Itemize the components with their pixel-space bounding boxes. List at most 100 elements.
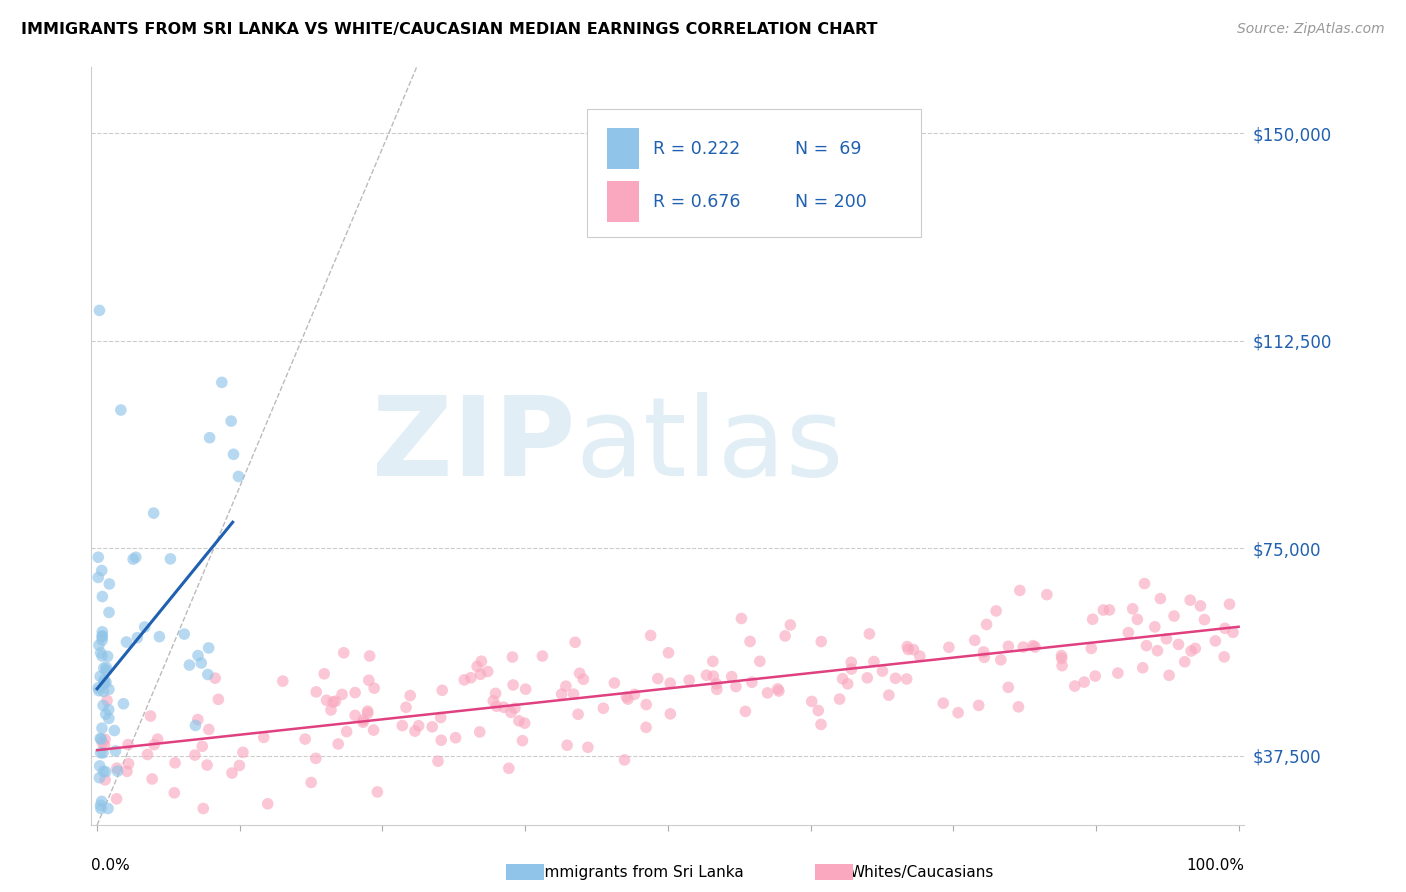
Point	[89, 798, 111, 813]
Point	[990, 653, 1012, 667]
Text: N =  69: N = 69	[794, 140, 860, 158]
Point	[256, 797, 278, 811]
Point	[613, 753, 636, 767]
Point	[1143, 620, 1166, 634]
Point	[89, 669, 111, 683]
Point	[97, 682, 120, 697]
Point	[858, 627, 880, 641]
Point	[344, 708, 367, 723]
Point	[91, 648, 114, 663]
Point	[366, 785, 388, 799]
Point	[512, 733, 534, 747]
Point	[706, 677, 728, 691]
Point	[125, 550, 148, 565]
Point	[332, 646, 354, 660]
Point	[105, 792, 128, 806]
Point	[97, 703, 120, 717]
Point	[1126, 612, 1149, 626]
Point	[142, 506, 165, 520]
Point	[492, 700, 515, 714]
Point	[603, 676, 626, 690]
Point	[932, 696, 955, 710]
Point	[1008, 583, 1031, 598]
Point	[89, 771, 111, 785]
Point	[724, 680, 747, 694]
Point	[344, 685, 367, 699]
Point	[117, 738, 139, 752]
Point	[503, 701, 526, 715]
Point	[636, 698, 658, 712]
Point	[773, 629, 796, 643]
Point	[938, 640, 960, 655]
Point	[1204, 634, 1226, 648]
Point	[837, 677, 859, 691]
Point	[1174, 655, 1197, 669]
Point	[1180, 644, 1202, 658]
Point	[90, 732, 112, 747]
Point	[432, 683, 454, 698]
Point	[515, 682, 537, 697]
Point	[863, 655, 886, 669]
Point	[1098, 603, 1121, 617]
Point	[319, 703, 342, 717]
Point	[470, 667, 492, 681]
Point	[986, 604, 1008, 618]
Point	[187, 713, 209, 727]
Point	[976, 617, 998, 632]
Point	[444, 731, 467, 745]
Point	[997, 640, 1019, 654]
Point	[1050, 651, 1073, 665]
Point	[253, 731, 276, 745]
Point	[659, 706, 682, 721]
Point	[1163, 609, 1185, 624]
Point	[93, 661, 115, 675]
Point	[592, 701, 614, 715]
Point	[766, 681, 789, 696]
Point	[90, 646, 112, 660]
Point	[1156, 632, 1178, 646]
Point	[1050, 648, 1073, 663]
Point	[1024, 640, 1046, 654]
Point	[734, 705, 756, 719]
Point	[90, 564, 112, 578]
Point	[477, 665, 499, 679]
Point	[299, 775, 322, 789]
Point	[305, 751, 328, 765]
Point	[1184, 641, 1206, 656]
Point	[96, 693, 118, 707]
Text: Whites/Caucasians: Whites/Caucasians	[849, 865, 994, 880]
Point	[94, 675, 117, 690]
Point	[222, 447, 245, 461]
Text: R = 0.222: R = 0.222	[652, 140, 740, 158]
Point	[897, 642, 920, 657]
Point	[1063, 679, 1085, 693]
Point	[148, 630, 170, 644]
Point	[1213, 649, 1236, 664]
Point	[294, 732, 316, 747]
Point	[228, 758, 250, 772]
Point	[190, 656, 212, 670]
Point	[96, 660, 118, 674]
Point	[617, 692, 640, 706]
Bar	[607, 128, 640, 169]
Point	[395, 700, 418, 714]
Point	[695, 668, 717, 682]
Point	[576, 740, 599, 755]
Point	[499, 706, 522, 720]
Point	[465, 659, 488, 673]
Point	[1167, 637, 1189, 651]
Point	[98, 577, 121, 591]
Point	[336, 724, 359, 739]
Point	[93, 675, 115, 690]
Point	[420, 720, 443, 734]
Point	[165, 756, 187, 770]
Point	[1159, 668, 1181, 682]
Point	[973, 650, 995, 665]
Point	[197, 667, 219, 681]
Point	[115, 764, 138, 779]
Point	[87, 638, 110, 652]
Point	[616, 690, 638, 704]
Point	[946, 706, 969, 720]
Point	[1107, 666, 1129, 681]
Point	[1092, 603, 1115, 617]
